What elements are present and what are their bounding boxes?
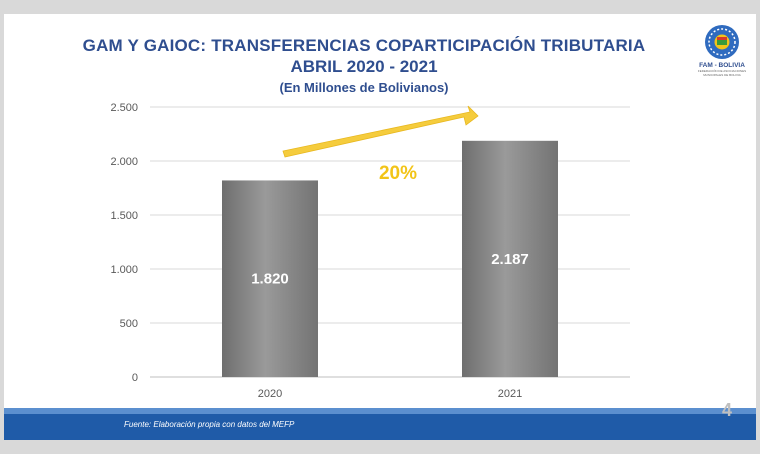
y-tick-label: 2.500 — [110, 102, 138, 114]
footer-bar — [4, 414, 756, 440]
growth-arrow-icon — [282, 105, 479, 158]
slide: GAM Y GAIOC: TRANSFERENCIAS COPARTICIPAC… — [4, 14, 756, 440]
page-number: 4 — [722, 400, 733, 420]
y-tick-label: 1.000 — [110, 264, 138, 276]
bars — [222, 140, 558, 377]
logo-text: FAM - BOLIVIA — [699, 62, 745, 69]
x-tick-label: 2021 — [498, 388, 522, 400]
fam-bolivia-logo: FAM - BOLIVIA FEDERACIÓN DE ASOCIACIONES… — [696, 22, 748, 92]
logo-emblem-icon — [705, 25, 739, 59]
bar-2020 — [222, 180, 318, 377]
footer-accent-bar — [4, 408, 756, 414]
labels: 0 500 1.000 1.500 2.000 2.500 1.820 2020 2.187 20… — [110, 102, 528, 400]
growth-percentage-label: 20% — [379, 163, 417, 184]
bar-chart: 0 500 1.000 1.500 2.000 2.500 1.820 2020 2.187 20… — [110, 102, 630, 400]
growth-arrow — [282, 105, 479, 158]
y-tick-label: 1.500 — [110, 210, 138, 222]
chart-subtitle-period: ABRIL 2020 - 2021 — [290, 57, 438, 76]
bar-value-label: 1.820 — [251, 271, 289, 288]
y-tick-label: 0 — [132, 372, 138, 384]
logo-subtext: FEDERACIÓN DE ASOCIACIONES MUNICIPALES D… — [697, 69, 747, 77]
chart-subtitle-units: (En Millones de Bolivianos) — [279, 80, 449, 95]
y-tick-label: 500 — [120, 318, 138, 330]
y-tick-label: 2.000 — [110, 156, 138, 168]
bar-2021 — [462, 140, 558, 377]
bar-value-label: 2.187 — [491, 251, 529, 268]
x-tick-label: 2020 — [258, 388, 282, 400]
chart-title: GAM Y GAIOC: TRANSFERENCIAS COPARTICIPAC… — [82, 36, 646, 55]
footer-source: Fuente: Elaboración propia con datos del… — [124, 420, 295, 429]
title-block: GAM Y GAIOC: TRANSFERENCIAS COPARTICIPAC… — [4, 36, 724, 95]
